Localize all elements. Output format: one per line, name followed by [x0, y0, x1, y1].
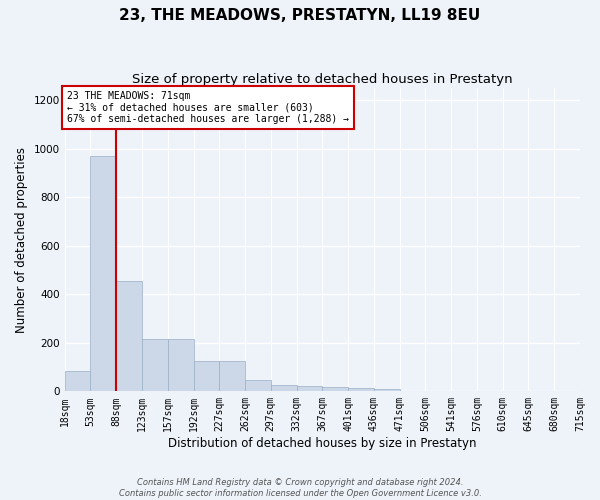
Bar [296, 386, 322, 392]
Bar [168, 339, 193, 392]
Bar [322, 387, 348, 392]
Text: 23, THE MEADOWS, PRESTATYN, LL19 8EU: 23, THE MEADOWS, PRESTATYN, LL19 8EU [119, 8, 481, 22]
Bar [245, 380, 271, 392]
Bar [219, 361, 245, 392]
Bar [193, 361, 219, 392]
X-axis label: Distribution of detached houses by size in Prestatyn: Distribution of detached houses by size … [168, 437, 476, 450]
Bar [142, 339, 168, 392]
Text: Contains HM Land Registry data © Crown copyright and database right 2024.
Contai: Contains HM Land Registry data © Crown c… [119, 478, 481, 498]
Bar [374, 389, 400, 392]
Title: Size of property relative to detached houses in Prestatyn: Size of property relative to detached ho… [132, 72, 512, 86]
Bar [271, 386, 296, 392]
Text: 23 THE MEADOWS: 71sqm
← 31% of detached houses are smaller (603)
67% of semi-det: 23 THE MEADOWS: 71sqm ← 31% of detached … [67, 91, 349, 124]
Bar [348, 388, 374, 392]
Bar [116, 282, 142, 392]
Bar [91, 156, 116, 392]
Bar [65, 371, 91, 392]
Y-axis label: Number of detached properties: Number of detached properties [15, 146, 28, 332]
